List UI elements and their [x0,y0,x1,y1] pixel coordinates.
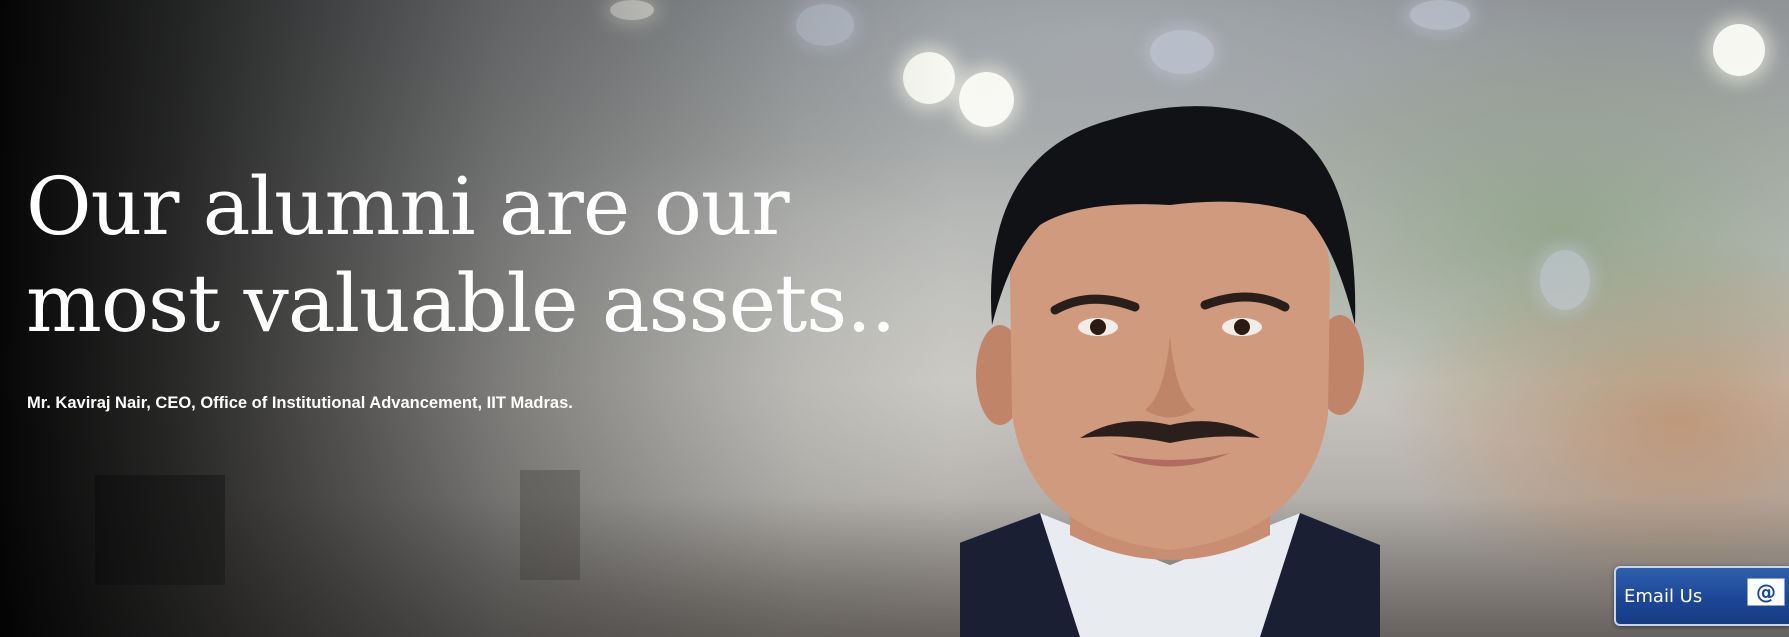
person-portrait [960,106,1380,637]
email-us-label: Email Us [1624,585,1703,607]
email-us-button[interactable]: Email Us @ [1614,566,1789,626]
hero-headline: Our alumni are our most valuable assets.… [26,160,896,350]
at-sign-icon: @ [1747,578,1785,606]
quote-attribution: Mr. Kaviraj Nair, CEO, Office of Institu… [27,394,573,412]
